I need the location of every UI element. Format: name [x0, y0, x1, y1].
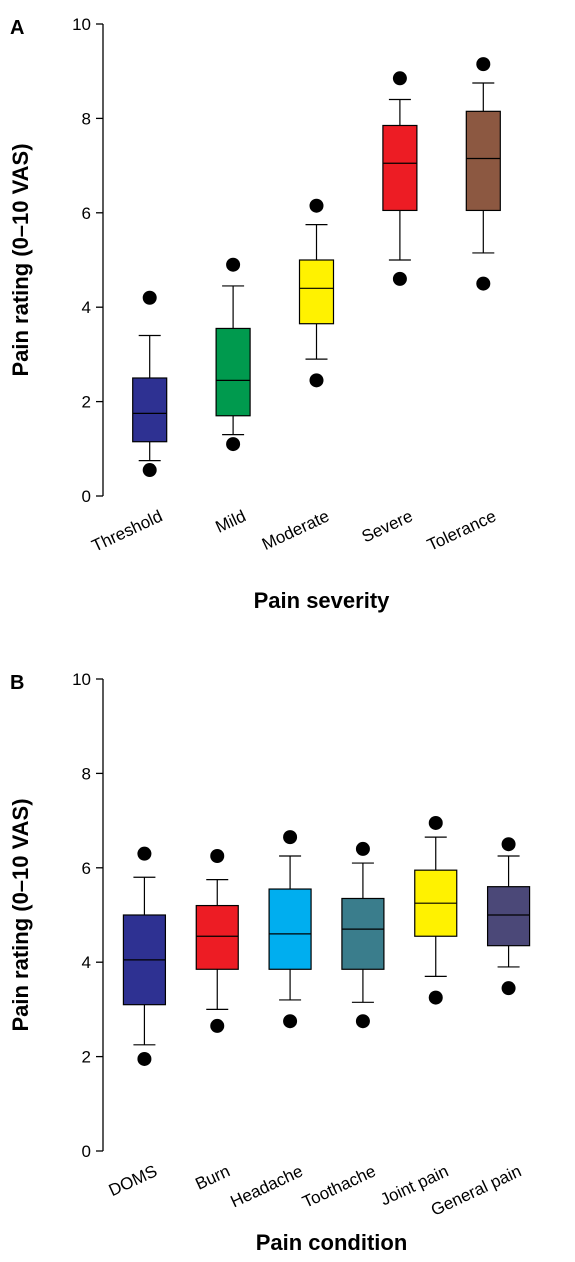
y-tick-label: 0	[82, 487, 91, 506]
outlier-point	[283, 1014, 298, 1029]
box-group	[298, 198, 335, 388]
outlier-point	[309, 373, 324, 388]
box-group	[132, 290, 168, 478]
box	[298, 259, 335, 325]
outlier-point	[137, 1051, 152, 1066]
outlier-point	[309, 198, 324, 213]
y-tick-label: 2	[82, 1048, 91, 1067]
outlier-point	[226, 257, 241, 272]
y-tick-label: 4	[82, 298, 91, 317]
x-category-label: DOMS	[106, 1161, 160, 1200]
panel-a: A 0 2 4 6 8 10 Pain rating (0–10 VAS) Pain sever…	[8, 15, 501, 613]
box-group	[215, 257, 251, 452]
outlier-point	[283, 830, 298, 845]
panel-b: B 0 2 4 6 8 10 Pain rating (0–10 VAS) Pain condi…	[8, 670, 531, 1255]
outlier-point	[137, 846, 152, 861]
outlier-point	[210, 1018, 225, 1033]
outlier-point	[142, 463, 157, 478]
x-category-label: Burn	[192, 1161, 233, 1193]
outlier-point	[226, 437, 241, 452]
y-axis-title: Pain rating (0–10 VAS)	[8, 798, 33, 1031]
y-tick-label: 6	[82, 204, 91, 223]
outlier-point	[210, 849, 225, 863]
panel-label: B	[10, 672, 24, 694]
box	[382, 124, 418, 212]
box-group	[341, 841, 385, 1029]
y-tick-label: 2	[82, 393, 91, 412]
outlier-point	[476, 57, 491, 72]
box-group	[195, 849, 239, 1033]
y-tick-label: 10	[72, 670, 91, 689]
y-tick-label: 8	[82, 109, 91, 128]
box-group	[414, 815, 458, 1005]
box	[215, 327, 251, 417]
outlier-point	[501, 837, 516, 852]
x-axis-title: Pain condition	[256, 1230, 408, 1255]
outlier-point	[392, 71, 407, 86]
outlier-point	[355, 1014, 370, 1029]
box	[341, 897, 385, 970]
x-category-label: Tolerance	[424, 506, 499, 554]
y-tick-label: 10	[72, 15, 91, 34]
box	[195, 904, 239, 970]
x-category-label: Mild	[213, 506, 249, 536]
outlier-point	[392, 271, 407, 286]
box-group	[486, 837, 531, 996]
outlier-point	[428, 990, 443, 1005]
y-tick-label: 0	[82, 1142, 91, 1161]
box	[268, 888, 312, 970]
y-axis-title: Pain rating (0–10 VAS)	[8, 143, 33, 376]
box	[465, 110, 501, 212]
box	[132, 377, 168, 443]
outlier-point	[142, 290, 157, 305]
y-tick-label: 6	[82, 859, 91, 878]
outlier-point	[501, 981, 516, 996]
outlier-point	[476, 276, 491, 291]
x-category-label: Headache	[227, 1161, 305, 1211]
box	[486, 886, 531, 947]
outlier-point	[428, 815, 443, 830]
x-category-label: Toothache	[299, 1161, 378, 1211]
outlier-point	[355, 841, 370, 856]
x-category-label: Severe	[359, 506, 416, 546]
box-group	[122, 846, 167, 1066]
box-group	[268, 830, 312, 1029]
panel-label: A	[10, 17, 24, 39]
x-category-label: Moderate	[259, 506, 332, 554]
box-group	[465, 57, 501, 291]
x-category-label: Threshold	[89, 506, 166, 555]
y-tick-label: 8	[82, 764, 91, 783]
y-tick-label: 4	[82, 953, 91, 972]
box-group	[382, 71, 418, 286]
x-axis-title: Pain severity	[254, 588, 391, 613]
